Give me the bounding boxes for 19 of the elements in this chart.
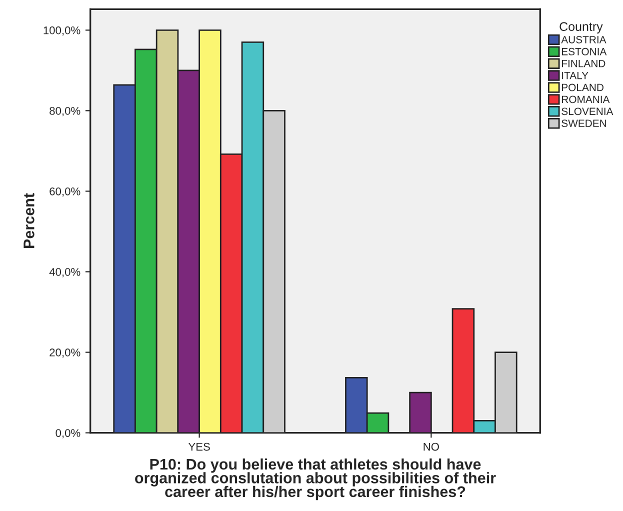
x-tick-label: YES — [188, 442, 210, 451]
y-tick-label: 100,0% — [44, 26, 80, 36]
y-tick-label: 20,0% — [50, 348, 80, 358]
legend-label: ESTONIA — [562, 48, 607, 56]
legend-label: AUSTRIA — [561, 36, 606, 44]
x-tick-label: NO — [424, 442, 439, 451]
legend-title: Country — [560, 22, 603, 34]
y-tick-label: 0,0% — [56, 429, 80, 438]
legend-label: ROMANIA — [562, 96, 610, 104]
x-axis-title: P10: Do you believe that athletes should have organized conslutation about possibilities of their career after his/her sport career finishes? — [135, 458, 496, 500]
y-tick-label: 60,0% — [50, 187, 80, 197]
legend-label: ITALY — [562, 72, 588, 80]
y-tick-label: 80,0% — [50, 106, 80, 116]
y-axis-title: Percent — [24, 193, 34, 248]
y-tick-label: 40,0% — [49, 268, 80, 278]
legend-label: SWEDEN — [562, 120, 606, 128]
legend-label: FINLAND — [562, 60, 606, 68]
legend-label: SLOVENIA — [562, 108, 614, 116]
legend-label: POLAND — [562, 84, 604, 92]
